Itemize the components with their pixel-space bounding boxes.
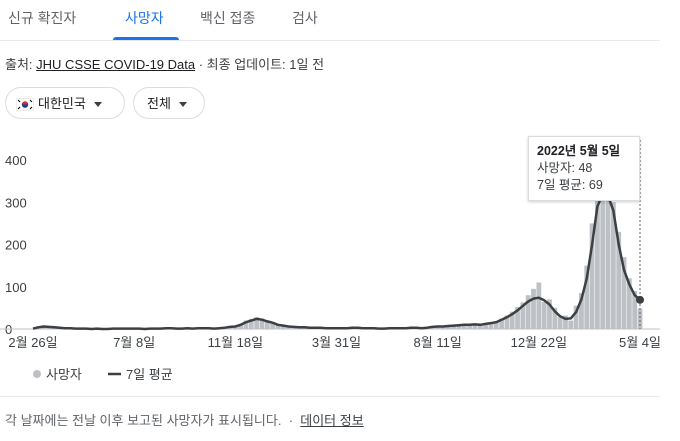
average-line xyxy=(32,192,641,331)
tab-indicator xyxy=(113,37,179,40)
bar xyxy=(483,323,488,329)
tab[interactable]: 백신 접종 xyxy=(200,10,256,26)
legend-label: 7일 평균 xyxy=(126,367,173,382)
x-tick-label: 2월 26일 xyxy=(8,335,57,350)
bar xyxy=(451,325,457,329)
bar xyxy=(493,320,499,329)
country-filter[interactable]: 대한민국 xyxy=(5,87,125,119)
bar xyxy=(621,257,627,329)
legend-swatch xyxy=(33,370,41,378)
bar xyxy=(499,318,504,329)
y-tick-label: 100 xyxy=(5,280,27,295)
bar xyxy=(461,323,467,329)
footer-link[interactable]: 데이터 정보 xyxy=(300,413,364,428)
footer-note: 각 날짜에는 전날 이후 보고된 사망자가 표시됩니다. xyxy=(5,413,282,428)
source-prefix: 출처: xyxy=(5,57,33,72)
bar xyxy=(477,324,483,329)
bar xyxy=(536,282,542,329)
bar xyxy=(573,305,579,329)
bar xyxy=(456,324,462,329)
bar xyxy=(616,231,622,329)
updated: · 최종 업데이트: 1일 전 xyxy=(198,57,325,72)
scope-filter[interactable]: 전체 xyxy=(133,87,205,119)
bar xyxy=(280,325,286,329)
bar xyxy=(531,288,536,329)
bar xyxy=(552,307,558,329)
bar xyxy=(270,323,276,329)
hover-dot xyxy=(636,295,644,304)
tab[interactable]: 검사 xyxy=(292,10,318,26)
bar xyxy=(264,320,270,329)
tooltip: 2022년 5월 5일 사망자: 48 7일 평균: 69 xyxy=(528,136,640,201)
bar xyxy=(595,176,600,329)
y-tick-label: 400 xyxy=(5,153,27,168)
tab-active[interactable]: 사망자 xyxy=(125,10,164,26)
bar xyxy=(579,293,584,329)
bar xyxy=(584,265,590,329)
filter-label: 전체 xyxy=(147,96,171,111)
bar xyxy=(626,278,632,329)
bar xyxy=(632,290,638,329)
bar xyxy=(605,185,611,329)
bar xyxy=(504,315,510,329)
x-tick-label: 11월 18일 xyxy=(208,335,264,350)
bar xyxy=(557,317,563,329)
bar xyxy=(440,326,446,329)
tab-bar: 신규 확진자 사망자 백신 접종 검사 xyxy=(0,0,660,41)
bar xyxy=(637,308,643,329)
filter-label: 대한민국 xyxy=(38,96,86,111)
separator: · xyxy=(288,413,294,428)
source-link[interactable]: JHU CSSE COVID-19 Data xyxy=(36,57,196,72)
bar xyxy=(243,320,249,329)
x-tick-label: 8월 11일 xyxy=(414,335,462,350)
bar xyxy=(610,202,616,329)
bar xyxy=(445,325,451,329)
x-tick-label: 7월 8일 xyxy=(113,335,155,350)
tab[interactable]: 신규 확진자 xyxy=(8,10,77,26)
bar xyxy=(509,311,515,329)
bar xyxy=(515,307,520,329)
bar xyxy=(525,295,531,329)
bar xyxy=(520,302,526,329)
x-tick-label: 5월 4일 xyxy=(619,335,661,350)
bar xyxy=(547,299,552,329)
bar xyxy=(589,223,595,329)
bar xyxy=(563,315,568,329)
x-tick-label: 12월 22일 xyxy=(511,335,567,350)
legend-label: 사망자 xyxy=(46,367,82,382)
x-tick-label: 3월 31일 xyxy=(312,335,361,350)
tooltip-deaths: 사망자: 48 xyxy=(537,161,593,175)
bar xyxy=(600,164,606,329)
bar xyxy=(248,318,254,329)
bar xyxy=(259,318,265,329)
bar xyxy=(275,323,281,329)
bar xyxy=(472,323,478,329)
bar xyxy=(488,322,494,329)
bar xyxy=(568,320,574,329)
y-tick-label: 300 xyxy=(5,195,27,210)
bar xyxy=(254,317,260,329)
divider xyxy=(0,396,660,397)
tooltip-average: 7일 평균: 69 xyxy=(537,178,603,192)
bar xyxy=(238,323,244,329)
bar xyxy=(541,301,547,329)
source: 출처: JHU CSSE COVID-19 Data · 최종 업데이트: 1일… xyxy=(5,54,324,73)
y-tick-label: 200 xyxy=(5,238,27,253)
bar xyxy=(467,325,473,329)
footer: 각 날짜에는 전날 이후 보고된 사망자가 표시됩니다. · 데이터 정보 xyxy=(5,410,364,429)
tooltip-date: 2022년 5월 5일 xyxy=(537,144,621,158)
